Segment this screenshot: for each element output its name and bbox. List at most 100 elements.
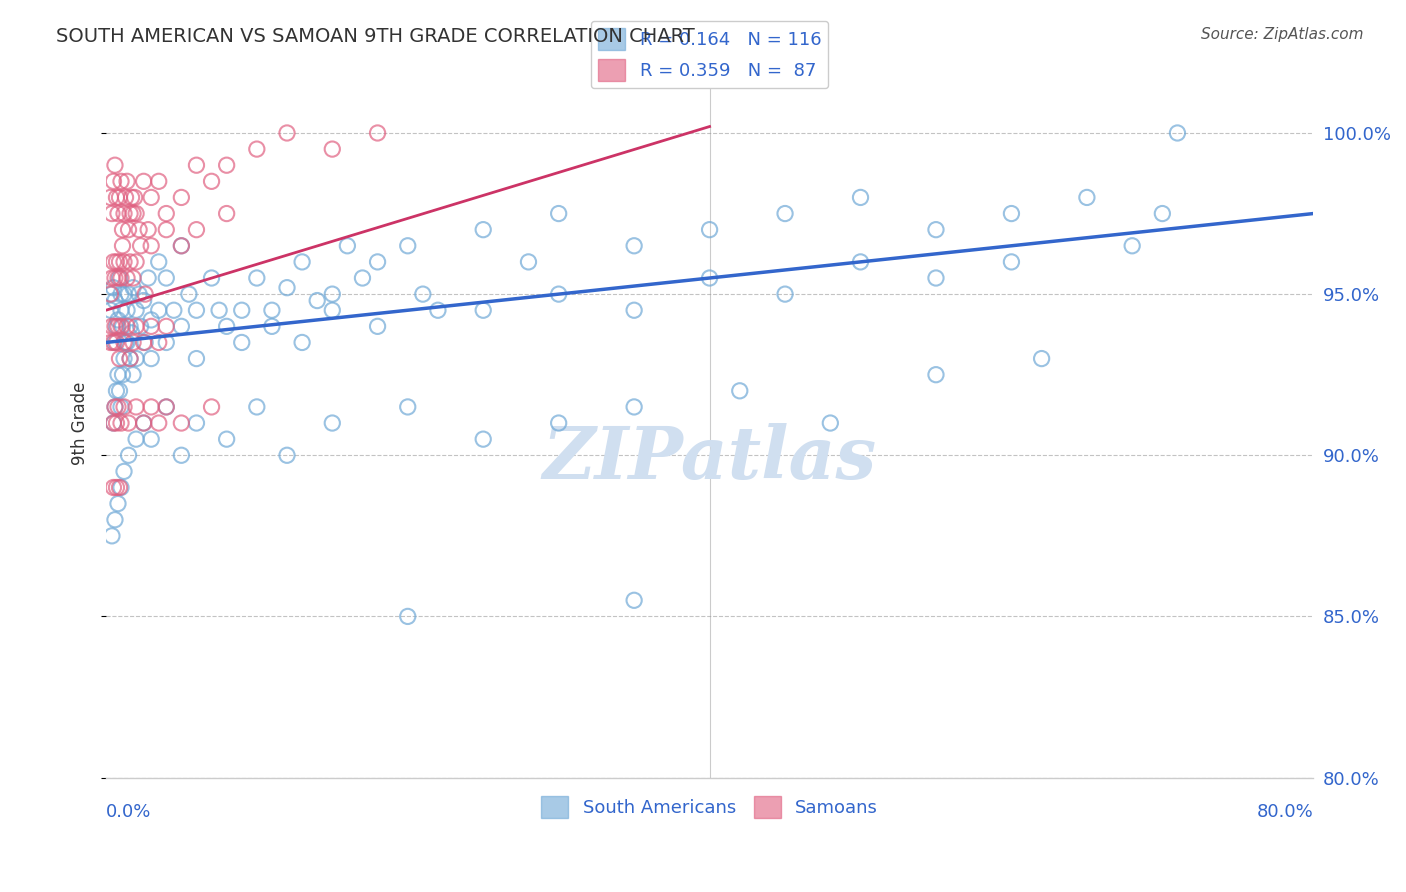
Point: [117, 416, 139, 430]
Point: [260, 303, 283, 318]
Point: [163, 303, 186, 318]
Point: [104, 513, 127, 527]
Point: [128, 287, 150, 301]
Point: [1121, 239, 1143, 253]
Point: [111, 239, 134, 253]
Point: [132, 174, 155, 188]
Point: [122, 368, 145, 382]
Point: [122, 271, 145, 285]
Point: [101, 287, 124, 301]
Point: [124, 190, 146, 204]
Point: [111, 319, 134, 334]
Point: [321, 416, 343, 430]
Point: [773, 206, 796, 220]
Point: [107, 313, 129, 327]
Point: [1000, 206, 1022, 220]
Point: [103, 416, 125, 430]
Point: [547, 287, 569, 301]
Point: [132, 416, 155, 430]
Point: [141, 190, 163, 204]
Point: [125, 303, 148, 318]
Point: [186, 303, 208, 318]
Point: [426, 303, 449, 318]
Point: [103, 416, 125, 430]
Point: [170, 239, 193, 253]
Point: [105, 255, 128, 269]
Point: [773, 287, 796, 301]
Point: [107, 271, 129, 285]
Legend: South Americans, Samoans: South Americans, Samoans: [534, 789, 886, 825]
Point: [321, 303, 343, 318]
Point: [623, 303, 645, 318]
Point: [103, 281, 125, 295]
Point: [104, 400, 127, 414]
Point: [104, 271, 127, 285]
Point: [110, 481, 132, 495]
Point: [141, 319, 163, 334]
Point: [125, 400, 148, 414]
Point: [200, 400, 222, 414]
Point: [134, 335, 156, 350]
Point: [110, 287, 132, 301]
Point: [125, 319, 148, 334]
Point: [104, 158, 127, 172]
Point: [728, 384, 751, 398]
Point: [215, 158, 238, 172]
Point: [170, 416, 193, 430]
Point: [1000, 255, 1022, 269]
Point: [100, 335, 122, 350]
Point: [155, 335, 177, 350]
Point: [155, 319, 177, 334]
Point: [112, 335, 135, 350]
Point: [141, 351, 163, 366]
Point: [110, 416, 132, 430]
Point: [849, 255, 872, 269]
Point: [367, 319, 389, 334]
Point: [367, 255, 389, 269]
Point: [472, 222, 495, 236]
Point: [246, 400, 269, 414]
Point: [105, 319, 128, 334]
Point: [472, 432, 495, 446]
Point: [231, 303, 253, 318]
Point: [1076, 190, 1098, 204]
Point: [170, 448, 193, 462]
Point: [128, 222, 150, 236]
Point: [925, 271, 948, 285]
Point: [125, 351, 148, 366]
Point: [291, 255, 314, 269]
Point: [231, 335, 253, 350]
Point: [125, 255, 148, 269]
Point: [100, 287, 122, 301]
Point: [121, 326, 143, 340]
Point: [155, 222, 177, 236]
Point: [148, 255, 170, 269]
Point: [115, 303, 138, 318]
Point: [623, 400, 645, 414]
Point: [115, 335, 138, 350]
Point: [103, 335, 125, 350]
Point: [412, 287, 434, 301]
Point: [170, 190, 193, 204]
Point: [136, 222, 159, 236]
Point: [141, 432, 163, 446]
Point: [186, 351, 208, 366]
Point: [110, 400, 132, 414]
Point: [117, 287, 139, 301]
Point: [132, 335, 155, 350]
Point: [108, 271, 131, 285]
Point: [111, 368, 134, 382]
Point: [105, 481, 128, 495]
Point: [101, 271, 124, 285]
Point: [925, 368, 948, 382]
Point: [108, 351, 131, 366]
Point: [186, 416, 208, 430]
Point: [321, 142, 343, 156]
Point: [125, 432, 148, 446]
Point: [820, 416, 842, 430]
Point: [114, 190, 136, 204]
Point: [115, 319, 138, 334]
Point: [101, 206, 124, 220]
Point: [104, 319, 127, 334]
Point: [177, 287, 200, 301]
